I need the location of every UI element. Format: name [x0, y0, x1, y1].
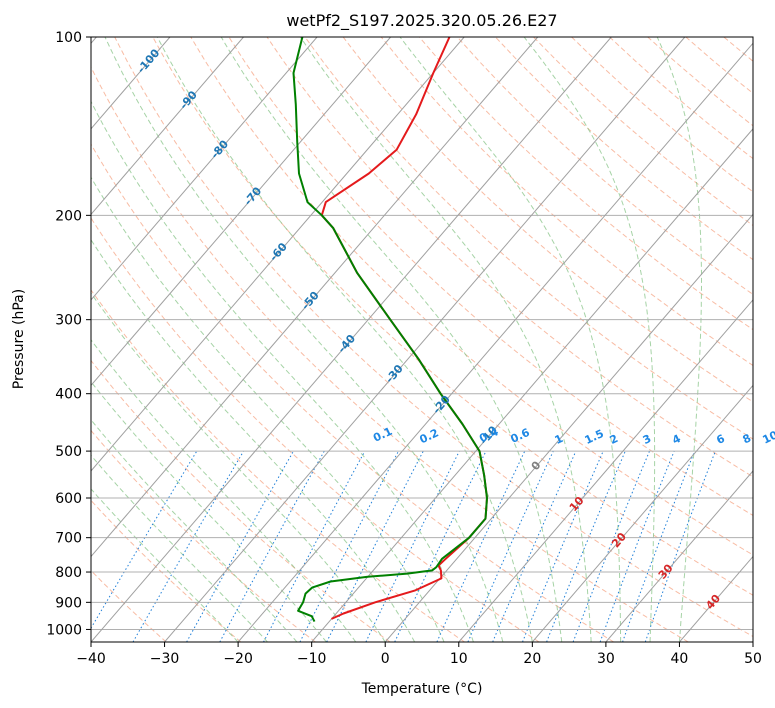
dry-adiabat-line	[91, 429, 316, 642]
dry-adiabat-line	[152, 37, 753, 596]
dry-adiabat-line	[91, 217, 540, 642]
isotherm-line	[311, 128, 753, 642]
moist-adiabat-line	[656, 37, 702, 642]
dry-adiabat-line	[380, 37, 753, 367]
dry-adiabat-line	[266, 37, 753, 478]
isotherm-line	[91, 37, 392, 387]
moist-adiabat-line	[91, 488, 239, 642]
y-tick-label: 700	[55, 531, 82, 547]
moist-adiabat-line	[91, 100, 474, 642]
dry-adiabats	[91, 37, 753, 642]
mixing-ratio-line	[572, 450, 650, 642]
isotherm-line	[384, 213, 753, 642]
x-axis-title: Temperature (°C)	[361, 681, 483, 697]
isotherm-line	[91, 37, 465, 472]
moist-adiabat-line	[156, 37, 533, 642]
x-tick-label: −30	[150, 651, 180, 667]
y-tick-label: 200	[55, 208, 82, 224]
y-axis-ticks: 100 200 300 400 500 600 700 800 900 1000	[46, 30, 91, 638]
x-tick-label: 0	[381, 651, 390, 667]
x-axis-ticks: −40 −30 −20 −10 0 10 20 30 40 50	[76, 642, 762, 667]
plot-background	[91, 37, 753, 642]
x-tick-label: 30	[597, 651, 615, 667]
dry-adiabat-line	[91, 143, 614, 642]
plot-frame	[90, 36, 754, 643]
y-axis-title: Pressure (hPa)	[11, 289, 27, 389]
mixing-ratio-line	[599, 450, 675, 642]
mixing-ratio-line	[263, 450, 366, 642]
x-tick-label: −10	[297, 651, 327, 667]
dry-adiabat-line	[91, 359, 391, 642]
isotherm-line	[531, 384, 753, 642]
mixing-ratio-line	[326, 450, 424, 642]
isotherm-line	[164, 37, 686, 642]
x-tick-label: 50	[744, 651, 762, 667]
mixing-ratio-line	[644, 450, 716, 642]
isotherm-line	[91, 37, 244, 216]
x-tick-label: 20	[523, 651, 541, 667]
moist-adiabat-line	[91, 292, 386, 642]
moist-adiabat-line	[399, 37, 622, 642]
mixing-ratio-line	[365, 450, 460, 642]
y-tick-label: 400	[55, 387, 82, 403]
sounding-profiles	[292, 37, 488, 623]
isotherm-line	[605, 470, 753, 642]
moist-adiabat-line	[104, 37, 504, 642]
dry-adiabat-line	[190, 37, 753, 556]
dry-adiabat-line	[342, 37, 753, 403]
y-tick-label: 1000	[46, 622, 82, 638]
moist-adiabat-line	[91, 176, 445, 642]
x-tick-label: −20	[223, 651, 253, 667]
mixing-ratio-line	[186, 450, 294, 642]
x-tick-label: −40	[76, 651, 106, 667]
dewpoint-profile-line	[292, 37, 488, 623]
y-tick-label: 500	[55, 444, 82, 460]
moist-adiabat-line	[91, 419, 298, 642]
y-tick-label: 600	[55, 491, 82, 507]
dry-adiabat-line	[228, 37, 753, 517]
mixing-ratio-line	[622, 450, 696, 642]
mixing-ratio-line	[522, 450, 604, 642]
y-tick-label: 100	[55, 30, 82, 46]
moist-adiabats	[91, 37, 702, 642]
chart-title: wetPf2_S197.2025.320.05.26.E27	[286, 11, 557, 31]
x-tick-label: 10	[450, 651, 468, 667]
y-tick-label: 900	[55, 595, 82, 611]
y-tick-label: 800	[55, 565, 82, 581]
isotherm-gridlines	[91, 37, 753, 642]
isotherm-line	[91, 37, 318, 301]
dry-adiabat-line	[91, 499, 242, 642]
moist-adiabat-line	[523, 37, 656, 642]
mixing-ratio-line	[546, 450, 626, 642]
y-tick-label: 300	[55, 313, 82, 329]
moist-adiabat-line	[91, 380, 327, 642]
isotherm-line	[237, 42, 753, 642]
dry-adiabat-line	[91, 289, 465, 642]
dry-adiabat-line	[91, 66, 689, 642]
x-tick-label: 40	[671, 651, 689, 667]
isotherm-line	[91, 37, 539, 558]
moist-adiabat-line	[299, 37, 592, 642]
isotherm-line	[91, 37, 612, 642]
moist-adiabat-line	[91, 454, 268, 642]
mixing-ratio-line	[467, 450, 554, 642]
mixing-ratio-label: 10	[761, 428, 775, 446]
isotherm-line	[458, 299, 753, 642]
mixing-ratio-line	[219, 450, 325, 642]
moist-adiabat-line	[220, 37, 563, 642]
